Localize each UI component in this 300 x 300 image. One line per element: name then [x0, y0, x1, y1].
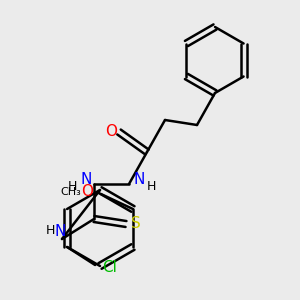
Text: N: N — [54, 224, 66, 238]
Text: H: H — [45, 224, 55, 238]
Text: N: N — [133, 172, 145, 187]
Text: N: N — [80, 172, 92, 187]
Text: Cl: Cl — [102, 260, 116, 274]
Text: H: H — [67, 181, 77, 194]
Text: S: S — [131, 217, 141, 232]
Text: O: O — [105, 124, 117, 140]
Text: CH₃: CH₃ — [61, 187, 81, 197]
Text: O: O — [81, 184, 93, 200]
Text: H: H — [146, 179, 156, 193]
